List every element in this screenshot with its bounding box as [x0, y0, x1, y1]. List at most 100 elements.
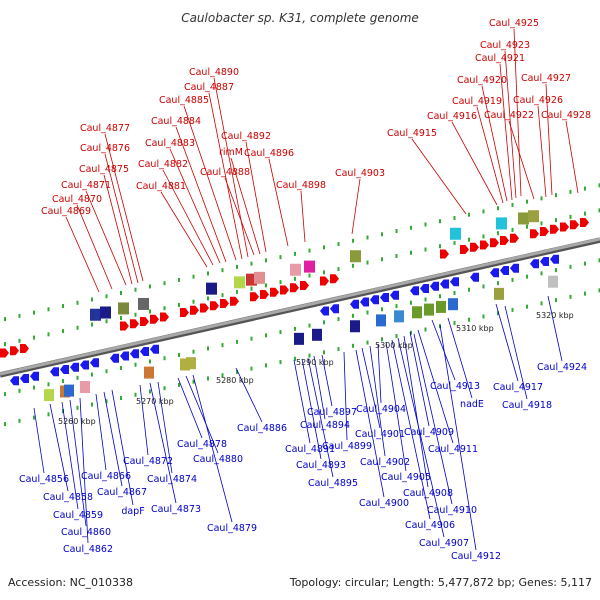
tick-mark: [453, 320, 456, 325]
tick-mark: [584, 291, 586, 296]
tick-mark: [323, 350, 325, 355]
tick-mark: [265, 283, 267, 288]
tick-mark: [4, 422, 6, 427]
upper-leader-line: [537, 105, 547, 198]
tick-mark: [163, 356, 166, 361]
upper-gene-label: Caul_4888: [200, 167, 250, 178]
upper-leader-line: [508, 120, 535, 200]
tick-mark: [120, 366, 122, 370]
reverse-gene-arrow: [360, 297, 369, 307]
lower-leader-line: [235, 367, 263, 423]
tick-mark: [352, 263, 354, 268]
lower-leader-line: [185, 375, 219, 454]
tick-mark: [598, 208, 600, 213]
tick-mark: [4, 392, 6, 397]
upper-leader-line: [245, 141, 267, 253]
lower-leader-line: [157, 381, 173, 474]
upper-gene-label: Caul_4927: [521, 73, 571, 84]
tick-mark: [439, 244, 441, 249]
upper-leader-line: [162, 169, 214, 266]
forward-gene-arrow: [530, 229, 539, 239]
ruler-labels: 5260 kbp 5270 kbp 5280 kbp 5290 kbp 5300 kbp…: [58, 311, 574, 426]
forward-gene-arrow: [320, 276, 329, 286]
tick-mark: [453, 215, 456, 220]
lower-gene-label: Caul_4893: [296, 460, 346, 471]
tick-mark: [482, 209, 485, 214]
tick-mark: [236, 289, 238, 294]
reverse-gene-arrow: [330, 304, 339, 314]
gene-feature-box: [548, 275, 558, 288]
upper-gene-label: Caul_4869: [41, 206, 91, 217]
tick-mark: [453, 290, 456, 295]
tick-mark: [18, 338, 21, 343]
lower-gene-labels: Caul_4924 Caul_4917 Caul_4913 Caul_4918 nadE…: [19, 362, 587, 562]
tick-mark: [569, 189, 572, 194]
tick-mark: [308, 273, 311, 278]
forward-gene-arrow: [140, 317, 149, 326]
upper-leader-line: [351, 178, 361, 235]
upper-leader-line: [65, 216, 100, 293]
gene-feature-box: [90, 308, 101, 321]
reverse-gene-arrow: [20, 374, 29, 383]
tick-mark: [91, 322, 93, 327]
tick-mark: [323, 320, 325, 325]
forward-gene-arrow: [160, 312, 169, 322]
upper-leader-line: [499, 63, 513, 201]
lower-leader-line: [103, 391, 123, 487]
reverse-gene-arrow: [540, 257, 549, 266]
upper-leader-line: [300, 190, 306, 243]
ruler-label: 5260 kbp: [58, 417, 96, 426]
lower-gene-label: Caul_4909: [404, 427, 454, 438]
lower-gene-label: Caul_4858: [43, 492, 93, 503]
reverse-gene-arrow: [60, 365, 69, 374]
reverse-gene-arrow: [430, 281, 439, 291]
tick-mark: [105, 319, 108, 324]
gene-feature-box: [100, 306, 111, 319]
lower-leader-line: [49, 403, 69, 492]
lower-gene-label: Caul_4874: [147, 474, 197, 485]
upper-leader-line: [85, 190, 127, 286]
gene-feature-box: [424, 303, 434, 316]
gene-feature-box: [350, 320, 360, 333]
lower-gene-label: Caul_4873: [151, 504, 201, 515]
tick-mark: [352, 238, 354, 243]
tick-mark: [279, 360, 282, 365]
tick-mark: [178, 277, 180, 282]
tick-mark: [33, 385, 35, 390]
tick-mark: [381, 337, 383, 342]
tick-mark: [439, 294, 441, 299]
tick-mark: [163, 306, 166, 311]
tick-mark: [207, 376, 209, 381]
tick-mark: [337, 347, 340, 352]
upper-leader-line: [169, 148, 221, 264]
tick-mark: [555, 298, 557, 303]
tick-mark: [91, 372, 93, 377]
tick-mark: [120, 316, 122, 320]
reverse-gene-arrow: [30, 371, 39, 381]
reverse-gene-arrow: [490, 268, 499, 278]
upper-gene-label: Caul_4919: [452, 96, 502, 107]
lower-leader-line: [69, 399, 87, 527]
tick-mark: [410, 250, 412, 255]
tick-mark: [555, 268, 557, 273]
tick-mark: [236, 339, 238, 344]
gene-feature-box: [138, 297, 149, 310]
upper-leader-line: [103, 174, 133, 285]
tick-mark: [62, 379, 64, 384]
reverse-gene-arrow: [380, 293, 389, 302]
tick-mark: [149, 389, 151, 394]
tick-mark: [76, 300, 79, 305]
lower-gene-label: Caul_4917: [493, 382, 543, 393]
lower-leader-line: [355, 349, 385, 498]
tick-mark: [18, 388, 21, 393]
gene-feature-box: [394, 310, 404, 323]
lower-leader-line: [139, 384, 149, 456]
upper-leader-line: [545, 83, 553, 196]
tick-mark: [105, 294, 108, 299]
lower-gene-label: Caul_4918: [502, 400, 552, 411]
tick-mark: [134, 287, 137, 292]
tick-mark: [294, 326, 296, 331]
tick-mark: [555, 218, 557, 223]
lower-gene-label: Caul_4894: [300, 420, 350, 431]
forward-gene-arrow: [270, 287, 279, 297]
